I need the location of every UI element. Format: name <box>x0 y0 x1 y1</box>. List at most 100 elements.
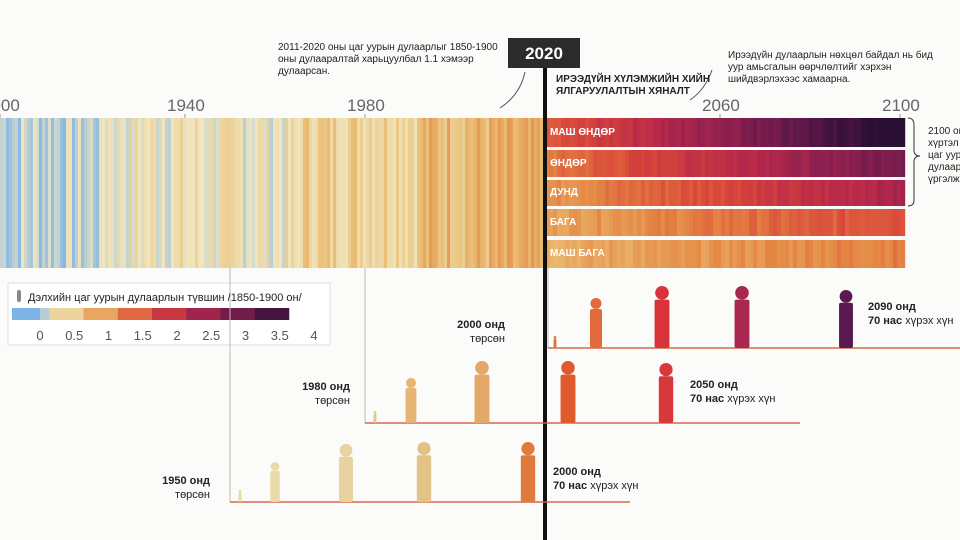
stripe <box>402 118 406 268</box>
stripe <box>483 118 487 268</box>
stripe <box>504 118 508 268</box>
scenario-stripe <box>617 118 622 147</box>
scenario-stripe <box>721 209 726 236</box>
stripe <box>81 118 85 268</box>
stripe <box>363 118 367 268</box>
scenario-stripe <box>669 118 674 147</box>
scenario-stripe <box>589 118 594 147</box>
scenario-stripe <box>769 150 774 177</box>
person-body <box>553 338 557 348</box>
scenario-stripe <box>769 209 774 236</box>
scenario-stripe <box>717 118 722 147</box>
scenario-stripe <box>633 150 638 177</box>
scenario-stripe <box>601 240 606 268</box>
scenario-stripe <box>749 150 754 177</box>
scenario-stripe <box>781 240 786 268</box>
scenario-stripe <box>545 180 550 206</box>
stripe <box>231 118 235 268</box>
scenario-stripe <box>897 180 902 206</box>
now-box <box>508 38 580 68</box>
scenario-stripe <box>625 240 630 268</box>
scenario-stripe <box>633 240 638 268</box>
scenario-stripe <box>557 240 562 268</box>
stripe <box>351 118 355 268</box>
scenario-stripe <box>893 240 898 268</box>
scenario-stripe <box>893 150 898 177</box>
scenario-stripe <box>713 240 718 268</box>
scenario-stripe <box>873 240 878 268</box>
scenario-stripe <box>705 209 710 236</box>
stripe <box>249 118 253 268</box>
scenario-stripe <box>641 240 646 268</box>
stripe <box>141 118 145 268</box>
scenario-stripe <box>773 180 778 206</box>
stripe <box>534 118 538 268</box>
scenario-stripe <box>825 118 830 147</box>
stripe <box>501 118 505 268</box>
legend-tick-label: 2.5 <box>202 328 220 343</box>
born-label: 1950 онд төрсөн <box>150 474 210 502</box>
scenario-stripe <box>649 118 654 147</box>
scenario-stripe <box>609 180 614 206</box>
stripe <box>306 118 310 268</box>
scenario-stripe <box>561 150 566 177</box>
stripe <box>195 118 199 268</box>
scenario-stripe <box>745 118 750 147</box>
scenario-stripe <box>777 118 782 147</box>
stripe <box>348 118 352 268</box>
stripe <box>18 118 22 268</box>
stripe <box>105 118 109 268</box>
scenario-stripe <box>857 180 862 206</box>
stripe <box>342 118 346 268</box>
stripe <box>321 118 325 268</box>
stripe <box>510 118 514 268</box>
callout-arrow <box>689 69 713 101</box>
scenario-stripe <box>697 209 702 236</box>
scenario-stripe <box>845 150 850 177</box>
stripe <box>135 118 139 268</box>
scenario-stripe <box>625 118 630 147</box>
stripe <box>138 118 142 268</box>
scenario-stripe <box>653 150 658 177</box>
scenario-stripe <box>665 150 670 177</box>
end-label: 2050 онд 70 нас хүрэх хүн <box>690 378 775 406</box>
scenario-stripe <box>741 240 746 268</box>
scenario-stripe <box>881 209 886 236</box>
scenario-stripe <box>781 118 786 147</box>
scenario-stripe <box>597 150 602 177</box>
scenario-stripe <box>729 240 734 268</box>
scenario-stripe <box>585 150 590 177</box>
scenario-stripe <box>569 209 574 236</box>
scenario-stripe <box>849 118 854 147</box>
stripe <box>417 118 421 268</box>
scenario-stripe <box>677 240 682 268</box>
scenario-stripe <box>649 150 654 177</box>
scenario-stripe <box>901 118 906 147</box>
scenario-stripe <box>809 150 814 177</box>
scenario-stripe <box>657 150 662 177</box>
scenario-stripe <box>705 180 710 206</box>
scenario-stripe <box>881 150 886 177</box>
stripe <box>171 118 175 268</box>
scenario-stripe <box>789 240 794 268</box>
scenario-stripe <box>809 240 814 268</box>
stripe <box>375 118 379 268</box>
scenario-stripe <box>573 150 578 177</box>
stripe <box>99 118 103 268</box>
stripe <box>282 118 286 268</box>
scenario-stripe <box>557 180 562 206</box>
scenario-stripe <box>569 240 574 268</box>
stripe <box>435 118 439 268</box>
stripe <box>507 118 511 268</box>
scenario-stripe <box>805 150 810 177</box>
scenario-stripe <box>869 118 874 147</box>
scenario-stripe <box>697 118 702 147</box>
scenario-stripe <box>673 180 678 206</box>
scenario-stripe <box>745 150 750 177</box>
stripe <box>474 118 478 268</box>
scenario-stripe <box>561 209 566 236</box>
scenario-stripe <box>701 240 706 268</box>
scenario-stripe <box>649 240 654 268</box>
stripe <box>123 118 127 268</box>
